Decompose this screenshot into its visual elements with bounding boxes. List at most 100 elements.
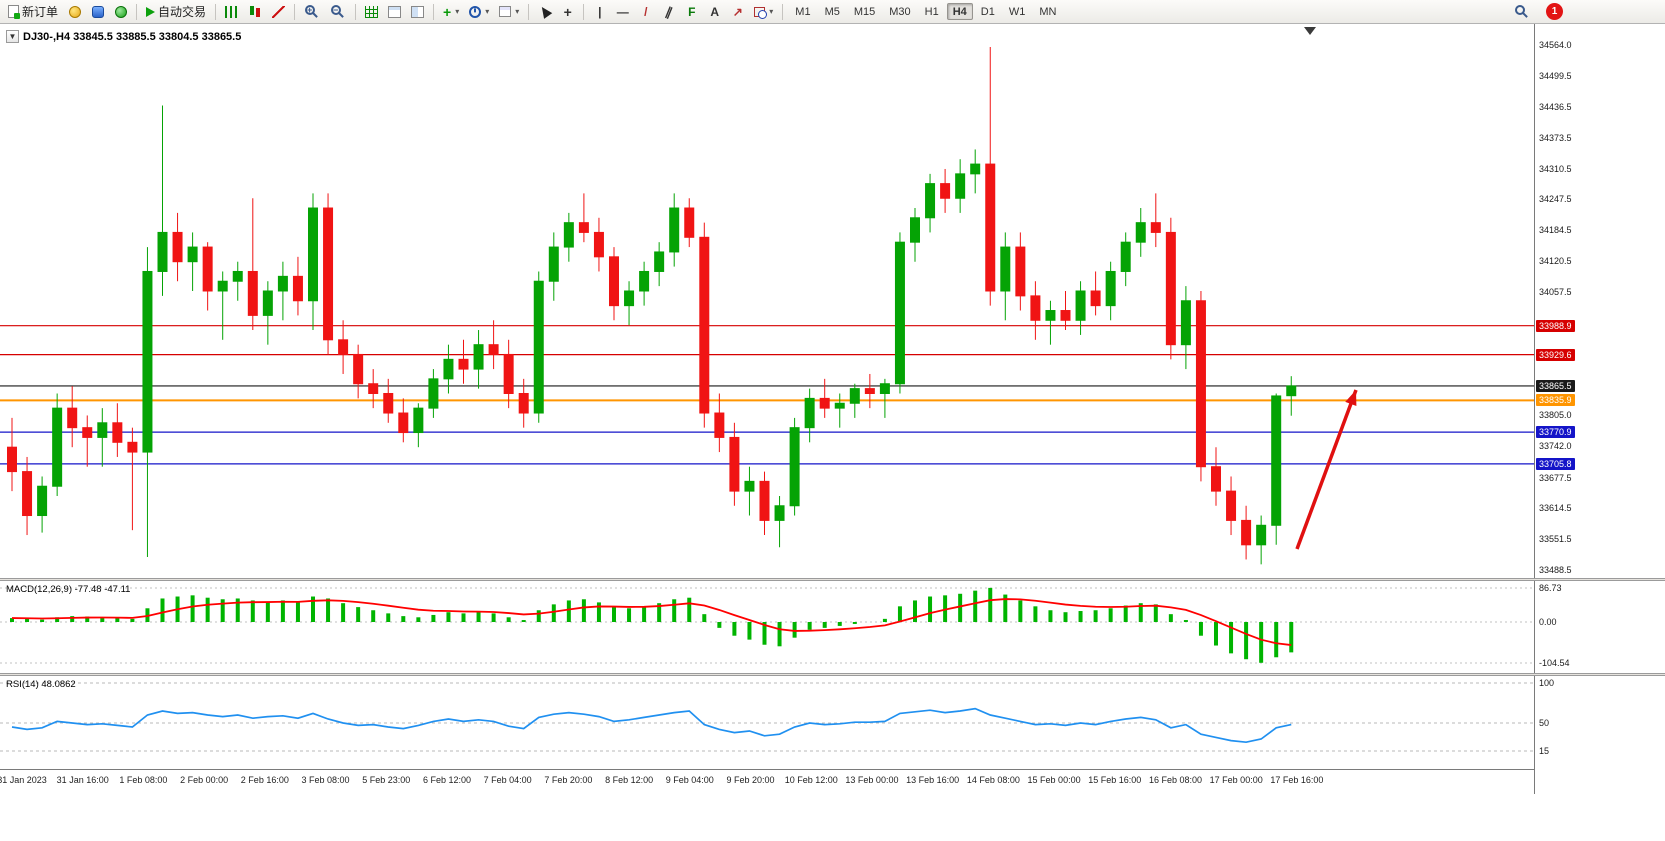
time-label: 10 Feb 12:00	[784, 775, 838, 785]
macd-signal-line	[11, 598, 1292, 646]
time-label: 14 Feb 08:00	[966, 775, 1020, 785]
trendline-button[interactable]: /	[635, 2, 656, 22]
fibonacci-button[interactable]: F	[681, 2, 702, 22]
candles	[7, 46, 1297, 565]
auto-trading-label: 自动交易	[158, 5, 207, 19]
time-label: 7 Feb 20:00	[544, 775, 593, 785]
auto-scroll-button[interactable]	[361, 2, 382, 22]
toolbar-separator	[294, 3, 296, 20]
zoom-out-button[interactable]: −	[326, 2, 350, 22]
timeframe-button-h1[interactable]: H1	[924, 5, 939, 18]
chevron-down-icon: ▾	[485, 7, 490, 16]
tile-windows-button[interactable]	[384, 2, 405, 22]
rsi-label: RSI(14) 48.0862	[6, 679, 76, 690]
time-label: 17 Feb 16:00	[1270, 775, 1324, 785]
timeframe-button-h4[interactable]: H4	[946, 3, 973, 20]
panel-splitter[interactable]	[0, 578, 1665, 581]
cursor-button[interactable]	[534, 2, 555, 22]
time-label: 13 Feb 00:00	[845, 775, 899, 785]
price-tick: 33805.0	[1539, 410, 1572, 421]
shapes-button[interactable]: ▾	[750, 2, 777, 22]
auto-trading-button[interactable]: 自动交易	[142, 2, 210, 22]
chart-title-bar: ▼ DJ30-,H4 33845.5 33885.5 33804.5 33865…	[6, 30, 241, 43]
price-tick: 34373.5	[1539, 132, 1572, 143]
time-label: 8 Feb 12:00	[605, 775, 654, 785]
chart-dropdown-button[interactable]: ▼	[6, 30, 19, 43]
price-tick: 34499.5	[1539, 71, 1572, 82]
templates-button[interactable]: ▾	[495, 2, 523, 22]
time-label: 13 Feb 16:00	[906, 775, 960, 785]
chevron-down-icon: ▾	[455, 7, 460, 16]
candlestick-chart-button[interactable]	[244, 2, 266, 22]
macd-axis-tick: 86.73	[1539, 583, 1562, 593]
timeframe-button-m15[interactable]: M15	[853, 5, 876, 18]
time-label: 9 Feb 20:00	[726, 775, 775, 785]
timeframe-button-mn[interactable]: MN	[1039, 5, 1057, 18]
deposit-button[interactable]	[64, 2, 85, 22]
vertical-line-icon: |	[598, 4, 602, 19]
price-badge-33770.9[interactable]: 33770.9	[1536, 426, 1575, 439]
line-chart-icon	[272, 5, 286, 18]
time-label: 9 Feb 04:00	[665, 775, 714, 785]
indicators-plus-icon: +	[443, 3, 452, 20]
macd-chart	[0, 587, 1534, 664]
toolbar-separator	[433, 3, 435, 20]
toolbar-separator	[528, 3, 530, 20]
time-label: 6 Feb 12:00	[422, 775, 471, 785]
fibonacci-icon: F	[688, 4, 696, 19]
template-icon	[499, 6, 512, 17]
search-button[interactable]	[1510, 2, 1534, 22]
price-tick: 34564.0	[1539, 39, 1572, 50]
rsi-chart	[0, 682, 1534, 752]
panel-splitter[interactable]	[0, 673, 1665, 676]
shapes-icon	[754, 6, 768, 19]
timeframe-button-d1[interactable]: D1	[980, 5, 995, 18]
price-badge-33835.9[interactable]: 33835.9	[1536, 394, 1575, 407]
periods-button[interactable]: ▾	[465, 2, 493, 22]
bar-chart-button[interactable]	[221, 2, 242, 22]
trendline-icon: /	[644, 4, 648, 19]
community-button[interactable]	[110, 2, 131, 22]
price-badge-33988.9[interactable]: 33988.9	[1536, 319, 1575, 332]
time-label: 31 Jan 2023	[0, 775, 47, 785]
crosshair-button[interactable]: +	[557, 2, 578, 22]
timeframe-button-m1[interactable]: M1	[795, 5, 811, 18]
text-button[interactable]: A	[704, 2, 725, 22]
price-tick: 33742.0	[1539, 441, 1572, 452]
rsi-axis-tick: 50	[1539, 718, 1550, 728]
arrow-annotation[interactable]	[1295, 389, 1358, 550]
notification-badge[interactable]: 1	[1546, 3, 1563, 20]
price-badge-33929.6[interactable]: 33929.6	[1536, 348, 1575, 361]
candlestick-chart	[0, 27, 1534, 565]
macd-axis-tick: -104.54	[1539, 657, 1570, 668]
accounts-button[interactable]	[87, 2, 108, 22]
candlestick-icon	[248, 5, 262, 18]
globe-icon	[114, 5, 127, 18]
line-chart-button[interactable]	[268, 2, 289, 22]
new-order-button[interactable]: 新订单	[4, 2, 62, 22]
chart-shift-marker[interactable]	[1304, 27, 1316, 35]
toolbar-separator	[215, 3, 217, 20]
channel-button[interactable]: ∥	[658, 2, 679, 22]
toolbar-separator	[782, 3, 784, 20]
price-badge-33865.5[interactable]: 33865.5	[1536, 379, 1575, 392]
time-label: 17 Feb 00:00	[1209, 775, 1263, 785]
horizontal-line-button[interactable]: —	[612, 2, 633, 22]
cursor-icon	[537, 4, 553, 19]
vertical-line-button[interactable]: |	[589, 2, 610, 22]
cascade-windows-button[interactable]	[407, 2, 428, 22]
timeframe-button-m5[interactable]: M5	[824, 5, 840, 18]
zoom-in-button[interactable]: +	[300, 2, 324, 22]
toolbar-separator	[583, 3, 585, 20]
indicators-button[interactable]: + ▾	[439, 2, 463, 22]
macd-axis-tick: 0.00	[1539, 617, 1557, 627]
timeframe-button-m30[interactable]: M30	[889, 5, 911, 18]
tile-windows-icon	[388, 5, 402, 18]
price-badge-33705.8[interactable]: 33705.8	[1536, 457, 1575, 470]
price-axis: 34564.0 34499.5 34436.5 34373.5 34310.5 34247…	[1534, 24, 1665, 794]
arrows-button[interactable]: ↗	[727, 2, 748, 22]
user-icon	[91, 5, 104, 18]
macd-label: MACD(12,26,9) -77.48 -47.11	[6, 584, 131, 595]
macd-indicator-panel: MACD(12,26,9) -77.48 -47.11	[0, 581, 1534, 673]
timeframe-button-w1[interactable]: W1	[1008, 5, 1026, 18]
